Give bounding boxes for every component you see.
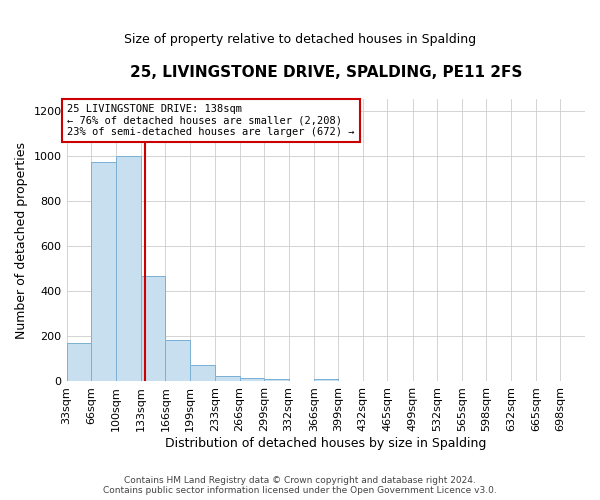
Bar (314, 379, 338, 382)
Bar (190, 364, 215, 382)
Y-axis label: Number of detached properties: Number of detached properties (15, 142, 28, 339)
Title: 25, LIVINGSTONE DRIVE, SPALDING, PE11 2FS: 25, LIVINGSTONE DRIVE, SPALDING, PE11 2F… (130, 65, 522, 80)
X-axis label: Distribution of detached houses by size in Spalding: Distribution of detached houses by size … (165, 437, 487, 450)
Text: Size of property relative to detached houses in Spalding: Size of property relative to detached ho… (124, 32, 476, 46)
Bar (67, 343, 91, 382)
Bar (91, 162, 116, 382)
Text: 25 LIVINGSTONE DRIVE: 138sqm
← 76% of detached houses are smaller (2,208)
23% of: 25 LIVINGSTONE DRIVE: 138sqm ← 76% of de… (67, 104, 355, 137)
Bar (116, 156, 141, 382)
Bar (239, 378, 264, 382)
Bar (215, 376, 239, 382)
Bar (264, 379, 289, 382)
Bar (166, 340, 190, 382)
Text: Contains HM Land Registry data © Crown copyright and database right 2024.
Contai: Contains HM Land Registry data © Crown c… (103, 476, 497, 495)
Bar (141, 276, 166, 382)
